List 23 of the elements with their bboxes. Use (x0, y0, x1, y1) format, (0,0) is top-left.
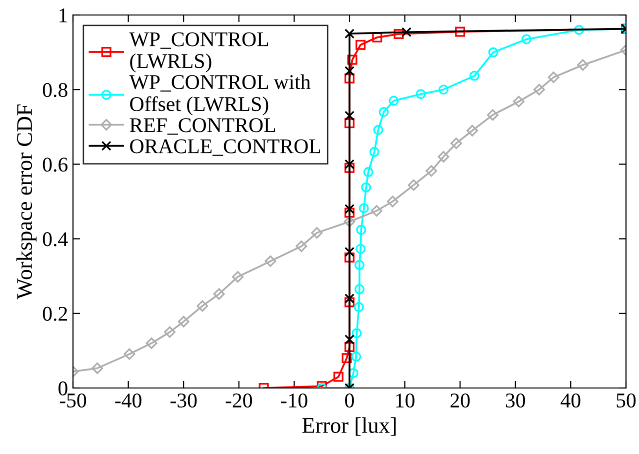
y-tick-label: 0.4 (42, 232, 68, 246)
legend-label: WP_CONTROL with Offset (LWRLS) (129, 74, 310, 116)
x-tick-label: 20 (450, 393, 470, 408)
y-tick-label: 0 (58, 381, 68, 396)
legend-label: ORACLE_CONTROL (130, 139, 320, 156)
x-tick-label: -50 (60, 393, 86, 408)
x-tick-label: -30 (170, 393, 197, 408)
y-tick-label: 0.2 (42, 306, 67, 321)
x-tick-label: -20 (226, 393, 252, 408)
x-tick-label: -40 (115, 393, 142, 408)
x-tick-label: 10 (396, 393, 414, 408)
x-tick-label: 30 (506, 393, 526, 408)
x-axis-title: Error [lux] (302, 417, 396, 436)
y-tick-label: 0.6 (42, 158, 68, 172)
x-tick-label: 40 (560, 393, 580, 408)
x-tick-label: 0 (345, 393, 354, 408)
x-tick-label: -10 (281, 393, 308, 408)
y-tick-label: 0.8 (42, 82, 68, 98)
legend-label: REF_CONTROL (130, 118, 275, 135)
legend-label: WP_CONTROL (LWRLS) (129, 32, 268, 72)
y-tick-label: 1 (60, 8, 67, 22)
x-tick-label: 50 (616, 393, 636, 408)
y-axis-title: Workspace error CDF (16, 104, 37, 300)
